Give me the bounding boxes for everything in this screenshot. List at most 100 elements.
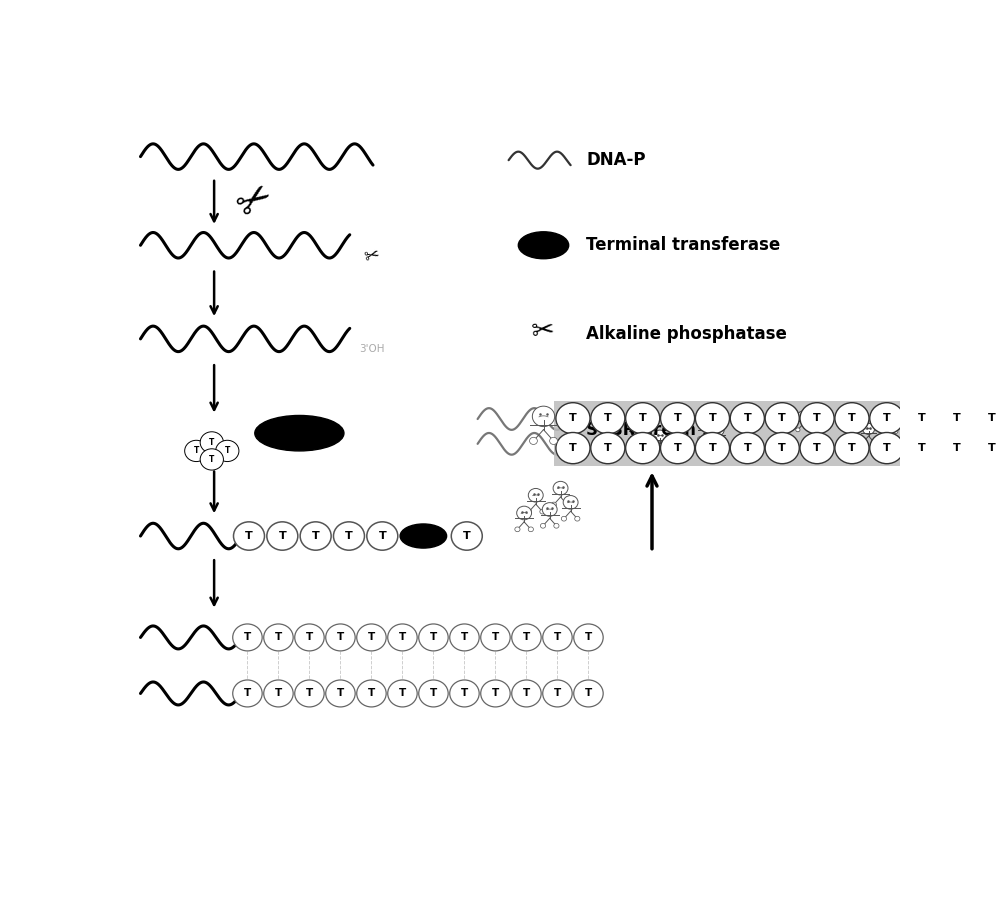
Text: Alkaline phosphatase: Alkaline phosphatase	[586, 325, 787, 343]
Circle shape	[730, 433, 764, 463]
Circle shape	[631, 426, 643, 437]
Circle shape	[295, 680, 324, 707]
Circle shape	[974, 402, 1000, 434]
Text: ✂: ✂	[362, 246, 381, 267]
Text: T: T	[275, 633, 282, 643]
Circle shape	[591, 402, 625, 434]
Circle shape	[419, 624, 448, 651]
Text: T: T	[988, 443, 995, 453]
Text: T: T	[275, 689, 282, 698]
Circle shape	[884, 413, 896, 424]
Circle shape	[550, 437, 557, 445]
Circle shape	[200, 432, 223, 453]
Text: T: T	[337, 633, 344, 643]
Circle shape	[883, 429, 887, 434]
Text: T: T	[988, 414, 995, 424]
Text: T: T	[639, 414, 647, 424]
Circle shape	[640, 443, 644, 447]
Text: T: T	[813, 414, 821, 424]
Text: T: T	[778, 414, 786, 424]
Circle shape	[543, 680, 572, 707]
Circle shape	[905, 402, 939, 434]
Circle shape	[854, 435, 858, 438]
Circle shape	[512, 624, 541, 651]
Ellipse shape	[518, 232, 569, 259]
Circle shape	[902, 421, 914, 432]
Text: T: T	[209, 437, 214, 447]
Circle shape	[264, 680, 293, 707]
Circle shape	[709, 437, 713, 440]
Text: T: T	[225, 447, 230, 455]
Text: T: T	[306, 633, 313, 643]
Circle shape	[419, 680, 448, 707]
Circle shape	[710, 441, 715, 446]
Circle shape	[295, 624, 324, 651]
Circle shape	[695, 402, 730, 434]
Circle shape	[845, 417, 857, 428]
Circle shape	[708, 437, 712, 440]
Text: T: T	[848, 414, 856, 424]
Text: T: T	[918, 443, 926, 453]
Text: T: T	[306, 689, 313, 698]
Circle shape	[653, 437, 657, 440]
Circle shape	[554, 523, 559, 528]
Circle shape	[974, 433, 1000, 463]
Ellipse shape	[400, 524, 447, 548]
Circle shape	[565, 502, 570, 507]
Text: T: T	[813, 443, 821, 453]
Circle shape	[807, 428, 811, 432]
Circle shape	[216, 440, 239, 461]
Circle shape	[796, 428, 800, 432]
Circle shape	[712, 425, 724, 436]
Circle shape	[977, 442, 982, 447]
Text: T: T	[778, 443, 786, 453]
Circle shape	[553, 482, 568, 495]
Circle shape	[894, 429, 898, 434]
Text: T: T	[709, 414, 716, 424]
Circle shape	[901, 437, 905, 442]
Text: T: T	[883, 443, 891, 453]
Text: Terminal transferase: Terminal transferase	[586, 237, 780, 254]
Circle shape	[528, 488, 543, 502]
Circle shape	[599, 444, 603, 448]
Text: T: T	[368, 689, 375, 698]
Circle shape	[264, 624, 293, 651]
Circle shape	[800, 433, 834, 463]
Circle shape	[605, 440, 609, 444]
Text: T: T	[709, 443, 716, 453]
Circle shape	[949, 444, 953, 448]
Circle shape	[654, 430, 666, 441]
Text: T: T	[674, 443, 681, 453]
Circle shape	[730, 402, 764, 434]
Circle shape	[591, 433, 625, 463]
Circle shape	[450, 624, 479, 651]
Text: T: T	[492, 689, 499, 698]
Text: T: T	[245, 531, 253, 541]
Text: T: T	[743, 414, 751, 424]
Text: T: T	[378, 531, 386, 541]
Circle shape	[357, 624, 386, 651]
Circle shape	[561, 517, 567, 521]
Circle shape	[450, 680, 479, 707]
Circle shape	[543, 624, 572, 651]
Circle shape	[526, 509, 532, 514]
Circle shape	[540, 509, 545, 514]
Text: T: T	[368, 633, 375, 643]
Circle shape	[551, 502, 556, 507]
Circle shape	[639, 438, 643, 442]
Text: T: T	[345, 531, 353, 541]
Text: T: T	[554, 633, 561, 643]
Bar	[554, 401, 1000, 466]
Circle shape	[931, 444, 935, 448]
Text: T: T	[953, 414, 960, 424]
Circle shape	[542, 503, 557, 517]
Text: DNA-P: DNA-P	[586, 151, 646, 169]
Circle shape	[540, 523, 546, 528]
Circle shape	[699, 420, 711, 431]
Circle shape	[530, 437, 537, 445]
Circle shape	[940, 402, 974, 434]
Circle shape	[326, 624, 355, 651]
Text: T: T	[430, 633, 437, 643]
Circle shape	[797, 411, 809, 422]
Text: T: T	[461, 689, 468, 698]
